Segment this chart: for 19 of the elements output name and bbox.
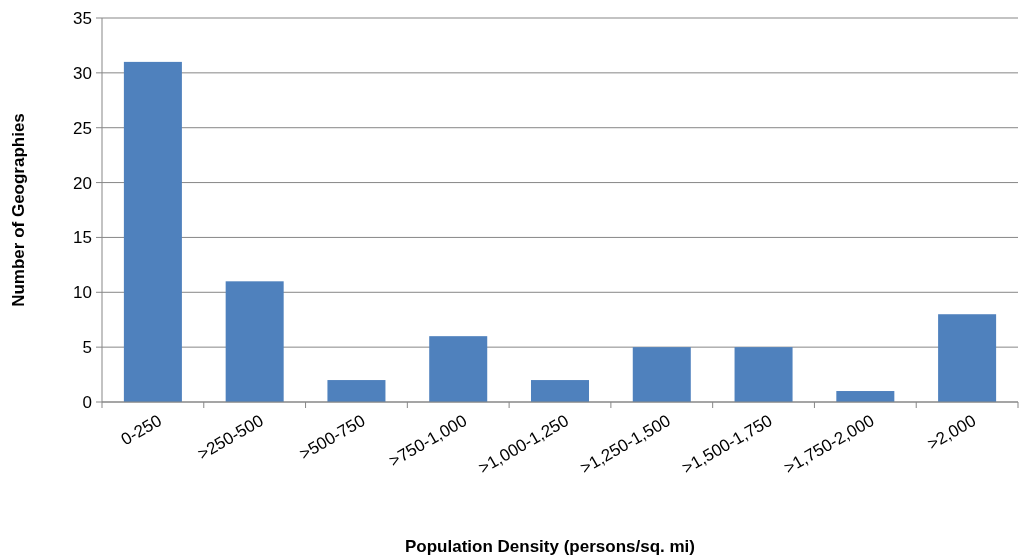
y-tick-label: 25 xyxy=(73,118,92,138)
y-axis-title: Number of Geographies xyxy=(9,113,28,307)
bar xyxy=(123,61,182,402)
bar xyxy=(836,391,895,402)
y-tick-label: 0 xyxy=(82,392,92,412)
bar xyxy=(938,314,997,402)
x-axis-title: Population Density (persons/sq. mi) xyxy=(405,537,695,556)
y-tick-label: 35 xyxy=(73,8,92,28)
bar xyxy=(429,336,488,402)
y-tick-label: 10 xyxy=(73,283,92,303)
y-tick-label: 5 xyxy=(82,338,92,358)
bar xyxy=(327,380,386,402)
y-tick-label: 15 xyxy=(73,228,92,248)
y-tick-label: 20 xyxy=(73,173,92,193)
bar xyxy=(734,347,793,402)
bar xyxy=(225,281,284,402)
bar xyxy=(632,347,691,402)
bar xyxy=(530,380,590,402)
y-tick-label: 30 xyxy=(73,63,92,83)
